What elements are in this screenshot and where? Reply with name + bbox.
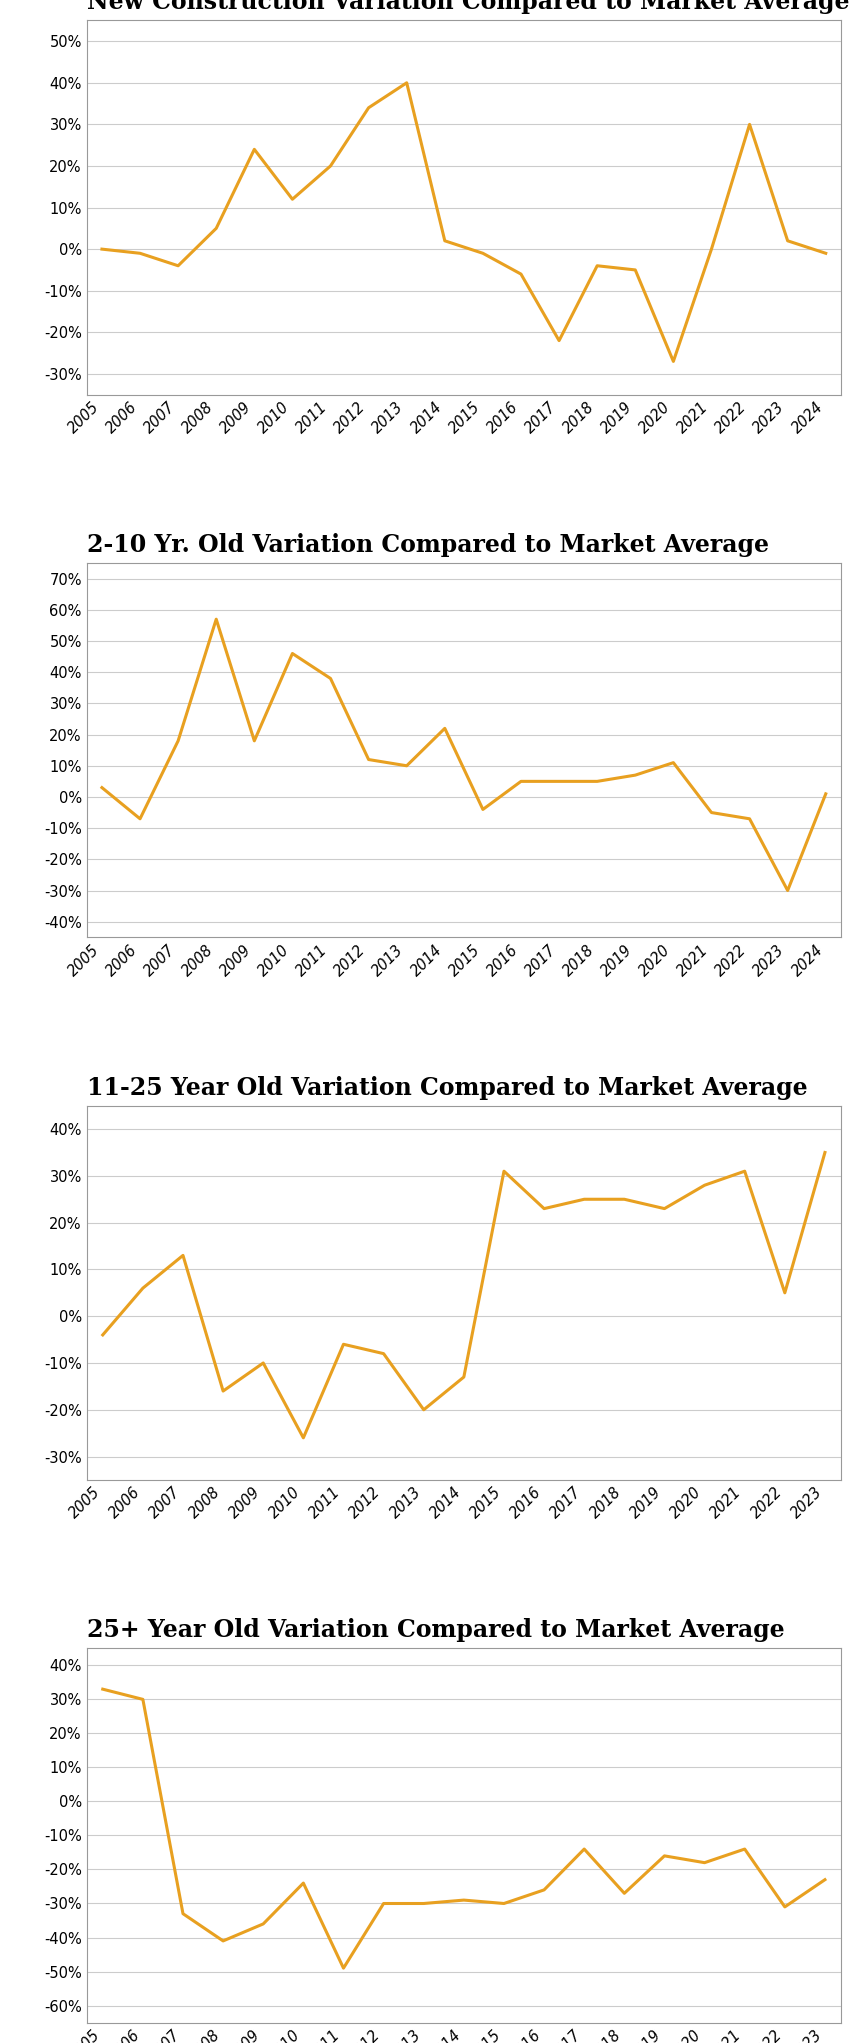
Text: New Construction Variation Compared to Market Average: New Construction Variation Compared to M… bbox=[87, 0, 849, 14]
Text: 25+ Year Old Variation Compared to Market Average: 25+ Year Old Variation Compared to Marke… bbox=[87, 1618, 785, 1643]
Text: 11-25 Year Old Variation Compared to Market Average: 11-25 Year Old Variation Compared to Mar… bbox=[87, 1075, 807, 1099]
Text: 2-10 Yr. Old Variation Compared to Market Average: 2-10 Yr. Old Variation Compared to Marke… bbox=[87, 533, 769, 558]
